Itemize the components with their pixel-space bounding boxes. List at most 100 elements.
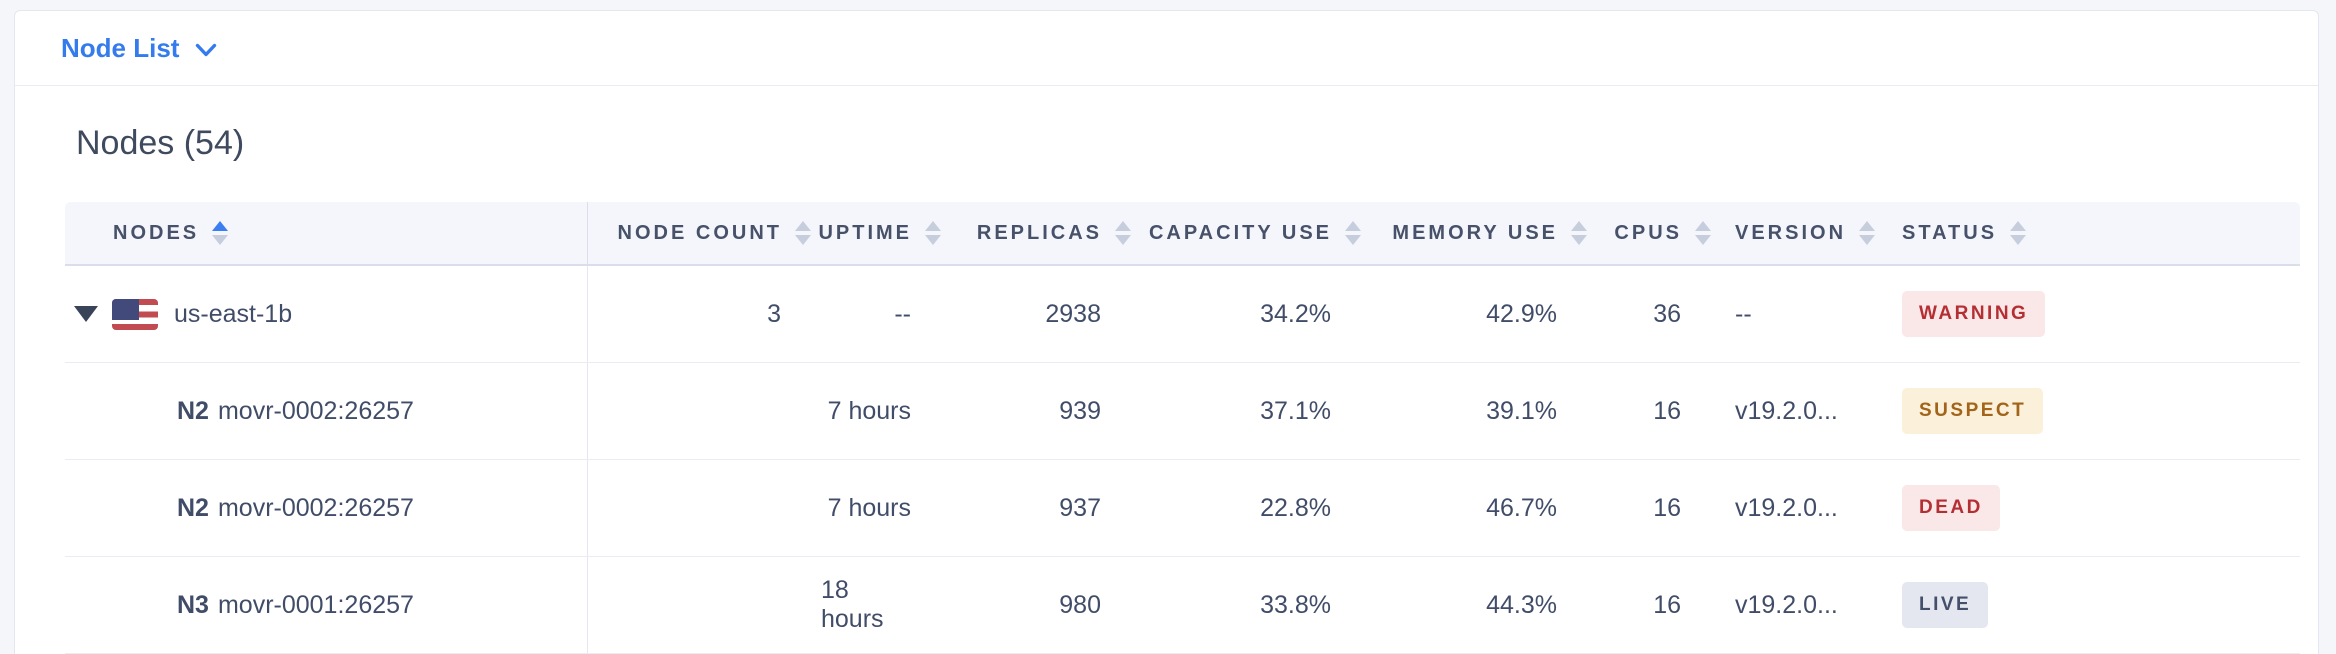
sort-down-caret [925,235,941,245]
status-cell: LIVE [1887,557,2300,653]
node-name: us-east-1b [174,299,293,328]
nodes-cell: N3 movr-0001:26257 [65,557,588,653]
uptime-cell: 18 hours [821,576,884,633]
capacity-use-cell: 22.8% [1260,493,1331,522]
memory-use-cell: 42.9% [1486,299,1557,328]
page-title: Nodes (54) [76,124,245,162]
view-selector-label: Node List [61,32,180,63]
table-row[interactable]: N2 movr-0002:26257 7 hours 937 22.8% 46.7% 16 v… [65,460,2300,557]
column-label: STATUS [1902,221,1998,244]
nodes-table: NODES NODE COUNT UPTIME REPLICAS CAPACITY US… [65,202,2300,654]
table-body: us-east-1b 3 -- 2938 34.2% 42.9% 36 -- WARNING N2… [65,266,2300,654]
sort-down-caret [2010,235,2027,245]
sort-carets-icon [1345,221,1361,245]
version-cell: -- [1735,299,1752,328]
column-header-replicas[interactable]: REPLICAS [951,202,1141,264]
us-flag-icon [112,298,158,330]
version-cell: v19.2.0... [1735,493,1838,522]
nodes-cell: N2 movr-0002:26257 [65,460,588,556]
status-badge: WARNING [1902,291,2046,337]
status-badge: SUSPECT [1902,388,2044,434]
column-header-cpus[interactable]: CPUS [1597,202,1721,264]
column-header-uptime[interactable]: UPTIME [818,202,951,264]
version-cell: v19.2.0... [1735,396,1838,425]
cpus-cell: 16 [1653,590,1681,619]
sort-up-caret [212,221,229,231]
sort-down-caret [212,235,229,245]
column-header-version[interactable]: VERSION [1721,202,1887,264]
column-label: CAPACITY USE [1148,221,1332,244]
version-cell: v19.2.0... [1735,590,1838,619]
sort-up-caret [1571,221,1587,231]
status-badge: LIVE [1902,582,1989,628]
column-label: UPTIME [818,221,912,244]
node-count-cell [588,557,821,653]
sort-carets-icon [2010,221,2027,245]
column-header-status[interactable]: STATUS [1887,202,2300,264]
sort-up-caret [925,221,941,231]
cpus-cell: 16 [1653,396,1681,425]
uptime-cell: 7 hours [827,396,911,425]
column-header-capacity-use[interactable]: CAPACITY USE [1141,202,1371,264]
table-row[interactable]: N2 movr-0002:26257 7 hours 939 37.1% 39.1% 16 v… [65,363,2300,460]
nodes-cell: N2 movr-0002:26257 [65,363,588,459]
status-badge: DEAD [1902,485,2000,531]
cpus-cell: 16 [1653,493,1681,522]
sort-up-caret [795,221,811,231]
node-count-cell [588,363,821,459]
status-cell: WARNING [1887,266,2300,362]
sort-up-caret [1859,221,1876,231]
column-header-node-count[interactable]: NODE COUNT [588,202,821,264]
view-selector[interactable]: Node List [61,33,217,64]
view-selector-bar: Node List [15,11,2318,86]
sort-down-caret [1115,235,1131,245]
capacity-use-cell: 34.2% [1260,299,1331,328]
column-label: MEMORY USE [1392,221,1558,244]
sort-carets-icon [1695,221,1711,245]
sort-up-caret [1345,221,1361,231]
capacity-use-cell: 37.1% [1260,396,1331,425]
status-cell: SUSPECT [1887,363,2300,459]
memory-use-cell: 44.3% [1486,590,1557,619]
node-id: N2 [177,493,209,522]
column-label: REPLICAS [976,221,1102,244]
sort-carets-icon [795,221,811,245]
cpus-cell: 36 [1653,299,1681,328]
sort-down-caret [1695,235,1711,245]
sort-carets-icon [925,221,941,245]
replicas-cell: 2938 [1045,299,1101,328]
chevron-down-icon [195,43,217,58]
node-count-cell: 3 [767,299,781,328]
memory-use-cell: 46.7% [1486,493,1557,522]
replicas-cell: 980 [1059,590,1101,619]
sort-carets-icon [1571,221,1587,245]
node-list-card: Node List Nodes (54) NODES NODE COUNT UPTI… [14,10,2319,654]
node-name: movr-0002:26257 [217,396,414,425]
sort-up-caret [2010,221,2027,231]
status-cell: DEAD [1887,460,2300,556]
node-name: movr-0002:26257 [217,493,414,522]
nodes-cell: us-east-1b [65,266,588,362]
column-header-nodes[interactable]: NODES [65,202,588,264]
column-label: NODE COUNT [617,221,782,244]
node-name: movr-0001:26257 [217,590,414,619]
column-label: CPUS [1614,221,1682,244]
sort-down-caret [795,235,811,245]
triangle-down-icon[interactable] [74,306,98,322]
capacity-use-cell: 33.8% [1260,590,1331,619]
replicas-cell: 939 [1059,396,1101,425]
table-row[interactable]: N3 movr-0001:26257 18 hours 980 33.8% 44.3% 16… [65,557,2300,654]
sort-up-caret [1115,221,1131,231]
uptime-cell: -- [894,299,911,328]
memory-use-cell: 39.1% [1486,396,1557,425]
replicas-cell: 937 [1059,493,1101,522]
node-id: N3 [177,590,209,619]
sort-down-caret [1859,235,1876,245]
sort-carets-icon [1115,221,1131,245]
sort-down-caret [1345,235,1361,245]
column-header-memory-use[interactable]: MEMORY USE [1371,202,1597,264]
column-label: VERSION [1735,221,1847,244]
node-id: N2 [177,396,209,425]
table-row[interactable]: us-east-1b 3 -- 2938 34.2% 42.9% 36 -- WARNING [65,266,2300,363]
